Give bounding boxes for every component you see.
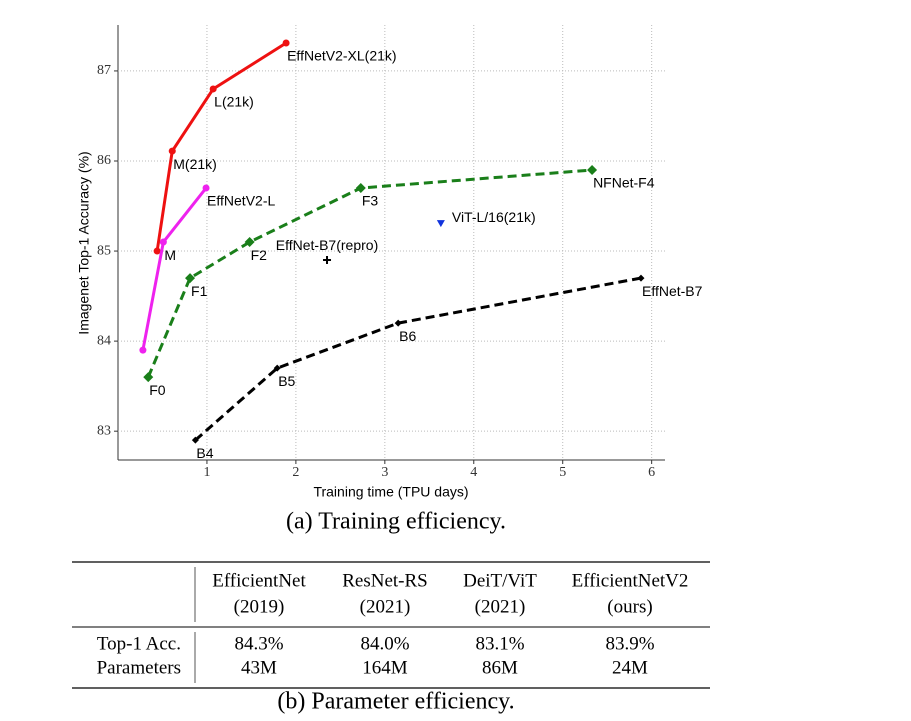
point [355, 183, 366, 194]
x-axis-title: Training time (TPU days) [313, 484, 468, 500]
point-label: M [164, 247, 176, 263]
point [637, 274, 645, 282]
series-line [155, 41, 287, 252]
y-axis-title: Imagenet Top-1 Accuracy (%) [76, 151, 92, 334]
series-line [141, 187, 208, 351]
point-label: F3 [362, 193, 379, 209]
point [282, 39, 290, 47]
x-tick-label: 2 [292, 465, 299, 480]
table-header: (2021) [360, 596, 411, 617]
point [587, 165, 598, 175]
table-header: (2021) [475, 596, 526, 617]
point-label: EffNetV2-XL(21k) [287, 48, 396, 64]
point-label: F1 [191, 283, 208, 299]
point [139, 346, 147, 354]
point [394, 319, 402, 327]
point [185, 273, 196, 284]
point-label: F2 [251, 247, 268, 263]
point [159, 238, 167, 246]
y-tick-label: 83 [97, 423, 111, 438]
table-cell: 83.9% [605, 633, 654, 654]
point-label: EffNet-B7(repro) [276, 237, 378, 253]
point-label: L(21k) [214, 94, 254, 110]
y-tick-label: 86 [97, 153, 111, 168]
table-cell: 83.1% [475, 633, 524, 654]
table-cell: 84.3% [234, 633, 283, 654]
point [191, 436, 199, 444]
series-line [146, 168, 593, 378]
point-label: F0 [149, 382, 166, 398]
point-label: M(21k) [173, 156, 217, 172]
y-tick-label: 85 [97, 243, 111, 258]
point-label: B5 [278, 373, 295, 389]
point [168, 147, 176, 155]
point-label: NFNet-F4 [593, 175, 655, 191]
table-header: EfficientNetV2 [572, 570, 689, 591]
point [209, 85, 217, 93]
point [153, 247, 161, 255]
row-label: Parameters [97, 657, 181, 678]
point-label: B6 [399, 328, 416, 344]
point [143, 372, 154, 383]
point-label: B4 [196, 445, 213, 461]
row-label: Top-1 Acc. [97, 633, 181, 654]
point-label: EffNet-B7 [642, 283, 703, 299]
series-line [194, 276, 642, 442]
table-cell: 24M [612, 657, 648, 678]
point [436, 220, 445, 228]
table-cell: 164M [362, 657, 408, 678]
x-tick-label: 3 [381, 465, 388, 480]
x-tick-label: 6 [648, 465, 655, 480]
table-header: EfficientNet [212, 570, 306, 591]
point-label: ViT-L/16(21k) [452, 209, 536, 225]
point [202, 184, 210, 192]
point-label: EffNetV2-L [207, 193, 275, 209]
caption: (b) Parameter efficiency. [277, 689, 514, 715]
x-tick-label: 1 [203, 465, 210, 480]
point [323, 256, 332, 265]
table-header: DeiT/ViT [463, 570, 537, 591]
x-tick-label: 4 [470, 465, 477, 480]
caption: (a) Training efficiency. [286, 509, 506, 535]
y-tick-label: 84 [97, 333, 111, 348]
table-header: ResNet-RS [342, 570, 428, 591]
table-header: (2019) [234, 596, 285, 617]
point [273, 364, 281, 372]
x-tick-label: 5 [559, 465, 566, 480]
point [244, 237, 255, 248]
table-cell: 84.0% [360, 633, 409, 654]
table-header: (ours) [607, 596, 652, 617]
table-cell: 86M [482, 657, 518, 678]
y-tick-label: 87 [97, 63, 111, 78]
table-cell: 43M [241, 657, 277, 678]
